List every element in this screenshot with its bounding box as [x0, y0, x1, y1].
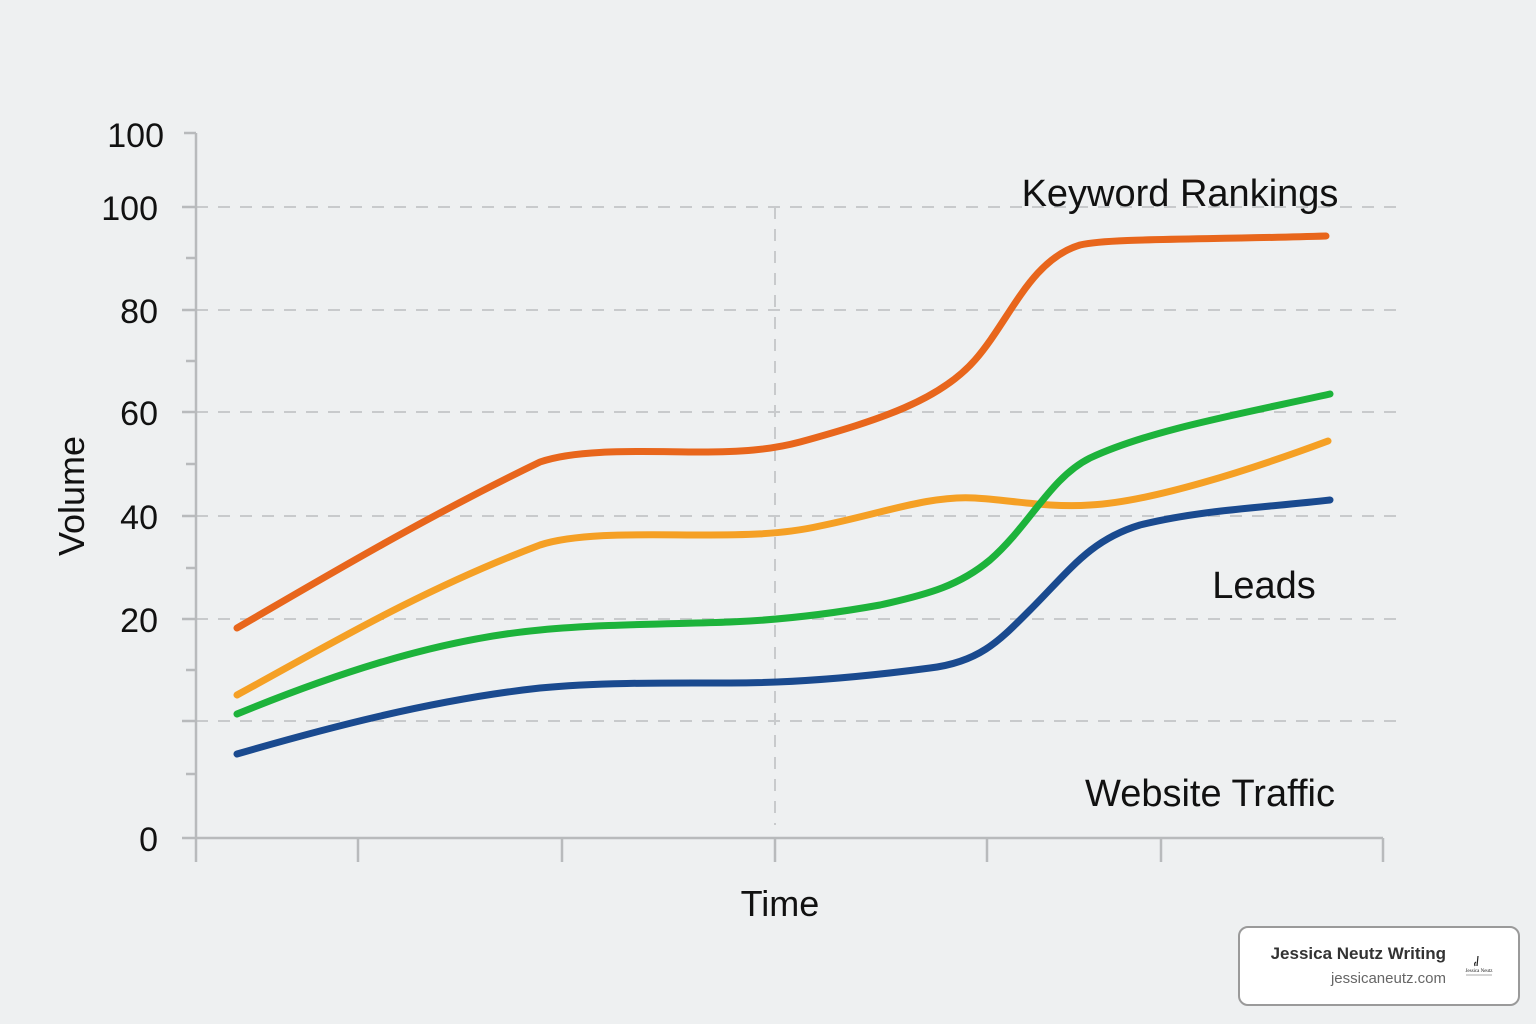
badge-title: Jessica Neutz Writing: [1270, 944, 1446, 963]
axes: [182, 131, 1385, 862]
brand-logo-icon: Jessica Neutz: [1465, 955, 1493, 976]
attribution-badge[interactable]: Jessica Neutz Writing jessicaneutz.com J…: [1238, 926, 1520, 1006]
y-tick-100-top: 100: [107, 117, 164, 155]
badge-url[interactable]: jessicaneutz.com: [1330, 970, 1446, 987]
svg-text:Jessica Neutz: Jessica Neutz: [1465, 969, 1493, 974]
x-axis-title: Time: [741, 883, 820, 924]
y-tick-0: 0: [139, 821, 158, 859]
y-tick-40: 40: [120, 499, 158, 537]
y-tick-60: 60: [120, 395, 158, 433]
series-leads-green: [233, 390, 1334, 718]
y-tick-labels: 100 100 80 60 40 20 0: [101, 117, 164, 859]
y-tick-80: 80: [120, 293, 158, 331]
series-keyword-rankings: [233, 232, 1330, 632]
label-leads: Leads: [1212, 565, 1316, 607]
y-tick-20: 20: [120, 602, 158, 640]
label-keyword-rankings: Keyword Rankings: [1022, 173, 1339, 215]
gridlines: [196, 206, 1400, 825]
y-tick-100: 100: [101, 190, 158, 228]
label-website-traffic: Website Traffic: [1085, 773, 1335, 815]
series-website-traffic: [233, 496, 1334, 758]
y-axis-title: Volume: [51, 436, 92, 556]
series-leads-orange: [233, 437, 1332, 699]
